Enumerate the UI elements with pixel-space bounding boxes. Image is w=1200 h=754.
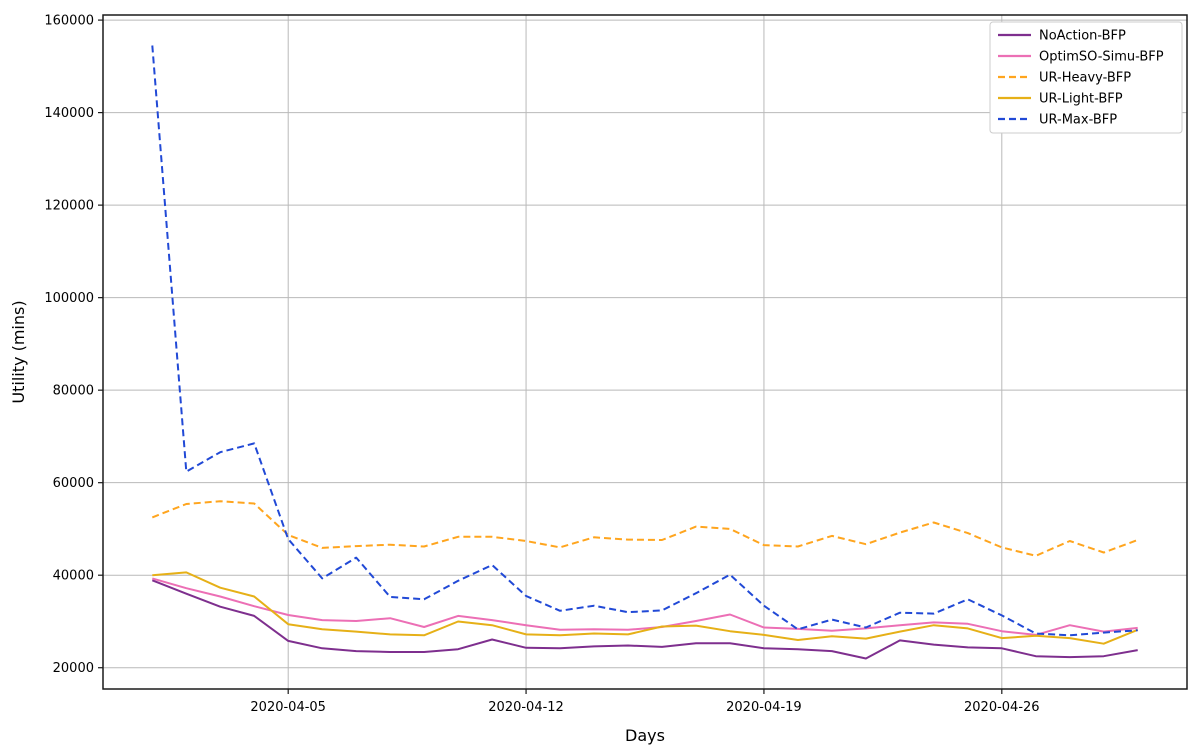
legend-item: UR-Max-BFP — [998, 113, 1117, 128]
legend-label: OptimSO-Simu-BFP — [1039, 50, 1164, 65]
legend-label: UR-Max-BFP — [1039, 113, 1117, 128]
y-tick-label: 160000 — [44, 14, 94, 29]
legend-label: UR-Heavy-BFP — [1039, 71, 1131, 86]
series-line-noaction-bfp — [151, 579, 1138, 660]
y-tick-label: 60000 — [53, 476, 94, 491]
y-tick-label: 120000 — [44, 199, 94, 214]
plot-border — [102, 14, 1188, 690]
y-tick-label: 20000 — [53, 661, 94, 676]
y-tick-label: 140000 — [44, 106, 94, 121]
series-line-ur-heavy-bfp — [151, 500, 1139, 557]
series-line-ur-max-bfp — [151, 45, 1138, 637]
y-tick-label: 40000 — [53, 569, 94, 584]
legend-item: UR-Heavy-BFP — [998, 71, 1131, 86]
legend-item: UR-Light-BFP — [998, 92, 1123, 107]
y-tick-label: 80000 — [53, 384, 94, 399]
legend-label: UR-Light-BFP — [1039, 92, 1123, 107]
x-axis-label: Days — [625, 726, 665, 745]
y-axis-label: Utility (mins) — [9, 300, 28, 403]
x-tick-label: 2020-04-26 — [964, 700, 1040, 715]
x-tick-label: 2020-04-19 — [726, 700, 802, 715]
y-tick-label: 100000 — [44, 291, 94, 306]
legend-box — [989, 21, 1183, 134]
series-line-optimso-simu-bfp — [152, 577, 1138, 636]
legend-item: NoAction-BFP — [998, 29, 1126, 44]
legend-label: NoAction-BFP — [1039, 29, 1126, 44]
x-tick-label: 2020-04-05 — [250, 700, 326, 715]
legend-item: OptimSO-Simu-BFP — [998, 50, 1164, 65]
legend: NoAction-BFP OptimSO-Simu-BFP UR-Heavy-BFP… — [989, 21, 1183, 134]
series-line-ur-light-bfp — [152, 571, 1139, 645]
x-tick-label: 2020-04-12 — [488, 700, 564, 715]
